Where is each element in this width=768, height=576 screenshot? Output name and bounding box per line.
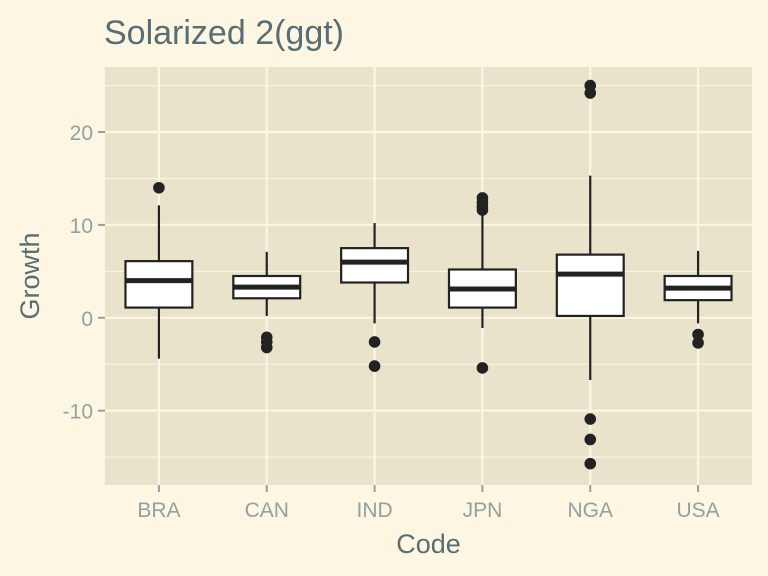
outlier-point [584, 433, 597, 446]
outlier-point [584, 79, 597, 92]
x-tick-label: IND [356, 499, 392, 522]
outlier-point [584, 457, 597, 470]
x-tick-label: USA [676, 499, 719, 522]
y-axis: -10 0 10 20 [63, 122, 105, 424]
box-usa [663, 250, 733, 349]
y-tick-label: 10 [70, 215, 93, 238]
outlier-point [260, 341, 273, 354]
y-tick-label: 20 [70, 122, 93, 145]
x-axis-title: Code [396, 529, 461, 559]
chart-title: Solarized 2(ggt) [104, 14, 344, 52]
x-tick-label: NGA [567, 499, 613, 522]
x-tick-label: BRA [137, 499, 180, 522]
outlier-point [368, 360, 381, 372]
box-ind [340, 223, 410, 372]
box-bra [124, 181, 194, 359]
boxes [124, 79, 733, 470]
iqr-box [340, 247, 410, 284]
box-jpn [447, 192, 517, 374]
outlier-point [476, 362, 489, 374]
outlier-point [368, 336, 381, 348]
outlier-point [476, 192, 489, 204]
outlier-point [153, 181, 165, 194]
x-tick-label: CAN [245, 499, 289, 522]
outlier-point [692, 337, 704, 349]
box-nga [555, 79, 625, 470]
x-axis: BRA CAN IND JPN NGA USA [137, 485, 720, 522]
y-tick-label: 0 [81, 308, 93, 331]
plot-panel [105, 67, 752, 485]
iqr-box [124, 260, 194, 309]
box-can [232, 251, 302, 354]
iqr-box [555, 253, 625, 318]
y-axis-title: Growth [15, 232, 45, 319]
outlier-point [692, 328, 704, 341]
x-tick-label: JPN [463, 499, 503, 522]
y-tick-label: -10 [63, 401, 93, 424]
outlier-point [584, 413, 597, 425]
